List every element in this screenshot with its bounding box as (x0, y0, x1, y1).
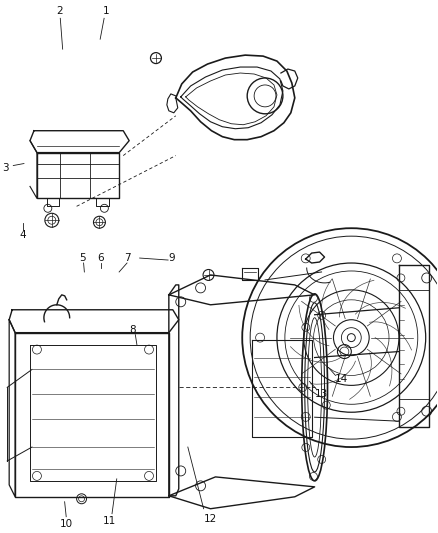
Text: 6: 6 (97, 253, 103, 263)
Text: 7: 7 (124, 253, 131, 263)
Text: 9: 9 (169, 253, 175, 263)
Text: 8: 8 (129, 325, 136, 335)
Text: 1: 1 (103, 6, 110, 17)
Text: 10: 10 (60, 519, 73, 529)
Text: 13: 13 (314, 389, 328, 399)
Text: 5: 5 (79, 253, 86, 263)
Text: 2: 2 (56, 6, 63, 17)
Text: 3: 3 (2, 163, 9, 173)
Text: 11: 11 (103, 515, 116, 526)
Text: 4: 4 (19, 230, 26, 240)
Text: 14: 14 (335, 374, 348, 384)
Text: 12: 12 (204, 514, 217, 524)
